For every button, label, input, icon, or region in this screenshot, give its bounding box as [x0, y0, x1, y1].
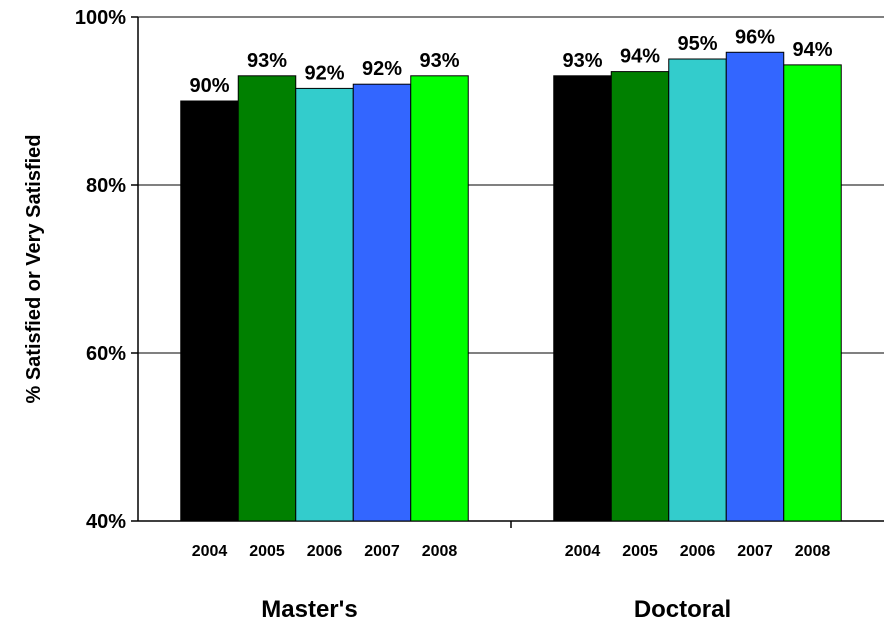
x-category-label: 2008 — [422, 543, 458, 560]
group-label: Master's — [261, 596, 357, 623]
data-label: 94% — [792, 39, 832, 61]
data-label: 92% — [304, 62, 344, 84]
bar — [668, 58, 727, 522]
y-tick-label: 40% — [86, 511, 126, 533]
x-category-label: 2004 — [192, 543, 228, 560]
x-category-label: 2004 — [565, 543, 601, 560]
data-label: 93% — [562, 50, 602, 72]
bar — [237, 75, 297, 522]
x-category-label: 2006 — [680, 543, 716, 560]
data-label-group: 90% 93% 92% 92% 93% 93% 94% 95% 96% 94% — [189, 26, 832, 97]
bar — [725, 51, 785, 522]
x-category-label: 2008 — [795, 543, 831, 560]
bar-group — [180, 51, 842, 522]
data-label: 92% — [362, 58, 402, 80]
data-label: 95% — [677, 33, 717, 55]
y-tick-label: 100% — [75, 7, 126, 29]
data-label: 93% — [419, 50, 459, 72]
bar — [295, 87, 354, 522]
x-category-label: 2007 — [737, 543, 773, 560]
y-tick-label: 60% — [86, 343, 126, 365]
data-label: 96% — [735, 26, 775, 48]
data-label: 90% — [189, 75, 229, 97]
x-category-label: 2007 — [364, 543, 400, 560]
y-axis-title: % Satisfied or Very Satisfied — [23, 135, 45, 404]
bar — [180, 100, 239, 522]
data-label: 93% — [247, 50, 287, 72]
bar — [553, 75, 612, 522]
y-tick-label: 80% — [86, 175, 126, 197]
bar — [783, 64, 842, 522]
group-label: Doctoral — [634, 596, 731, 623]
x-label-group: 2004 2005 2006 2007 2008 Master's 2004 2005 2006… — [192, 521, 831, 623]
bar — [352, 83, 412, 522]
y-tick-group: 40% 60% 80% 100% — [75, 7, 138, 533]
bar — [610, 71, 670, 522]
x-category-label: 2006 — [307, 543, 343, 560]
data-label: 94% — [620, 46, 660, 68]
x-category-label: 2005 — [249, 543, 285, 560]
bar — [410, 75, 469, 522]
x-category-label: 2005 — [622, 543, 658, 560]
